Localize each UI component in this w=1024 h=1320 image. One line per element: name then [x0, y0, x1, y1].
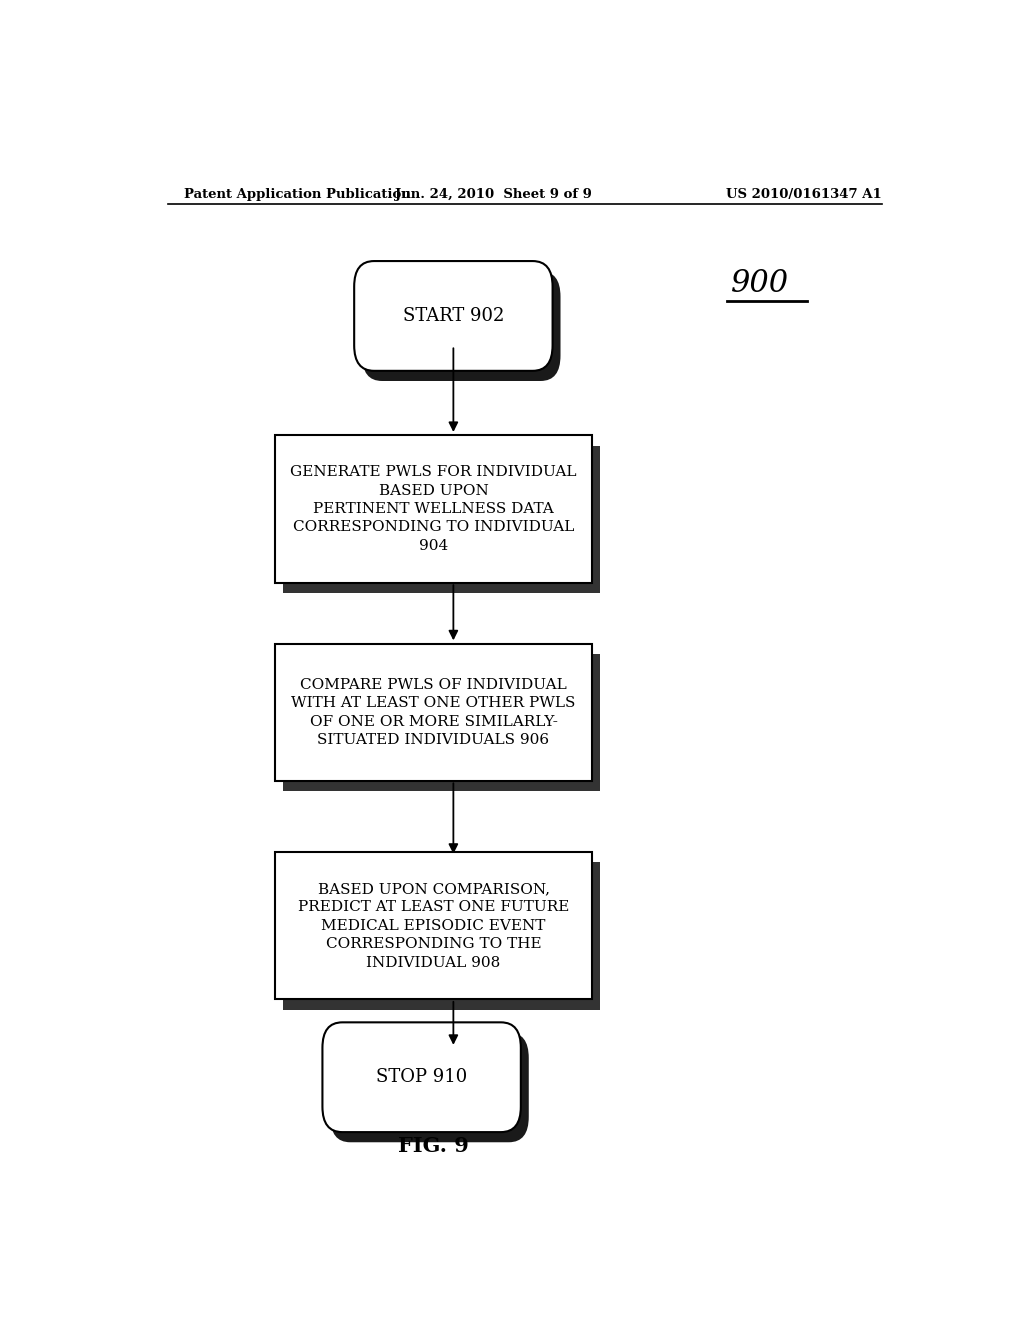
- Text: FIG. 9: FIG. 9: [398, 1137, 469, 1156]
- Bar: [274, 644, 592, 781]
- Bar: [274, 436, 592, 582]
- Text: STOP 910: STOP 910: [376, 1068, 467, 1086]
- Text: US 2010/0161347 A1: US 2010/0161347 A1: [726, 189, 882, 202]
- FancyBboxPatch shape: [323, 1022, 521, 1133]
- FancyBboxPatch shape: [331, 1032, 528, 1142]
- Text: BASED UPON COMPARISON,
PREDICT AT LEAST ONE FUTURE
MEDICAL EPISODIC EVENT
CORRES: BASED UPON COMPARISON, PREDICT AT LEAST …: [298, 882, 569, 970]
- Text: COMPARE PWLS OF INDIVIDUAL
WITH AT LEAST ONE OTHER PWLS
OF ONE OR MORE SIMILARLY: COMPARE PWLS OF INDIVIDUAL WITH AT LEAST…: [292, 677, 575, 747]
- Text: Jun. 24, 2010  Sheet 9 of 9: Jun. 24, 2010 Sheet 9 of 9: [394, 189, 592, 202]
- Text: GENERATE PWLS FOR INDIVIDUAL
BASED UPON
PERTINENT WELLNESS DATA
CORRESPONDING TO: GENERATE PWLS FOR INDIVIDUAL BASED UPON …: [290, 465, 577, 553]
- FancyBboxPatch shape: [362, 271, 560, 381]
- Bar: [283, 862, 600, 1010]
- Text: 900: 900: [731, 268, 790, 298]
- Bar: [283, 446, 600, 593]
- Text: START 902: START 902: [402, 308, 504, 325]
- Bar: [283, 653, 600, 791]
- Text: Patent Application Publication: Patent Application Publication: [183, 189, 411, 202]
- FancyBboxPatch shape: [354, 261, 553, 371]
- Bar: [274, 853, 592, 999]
